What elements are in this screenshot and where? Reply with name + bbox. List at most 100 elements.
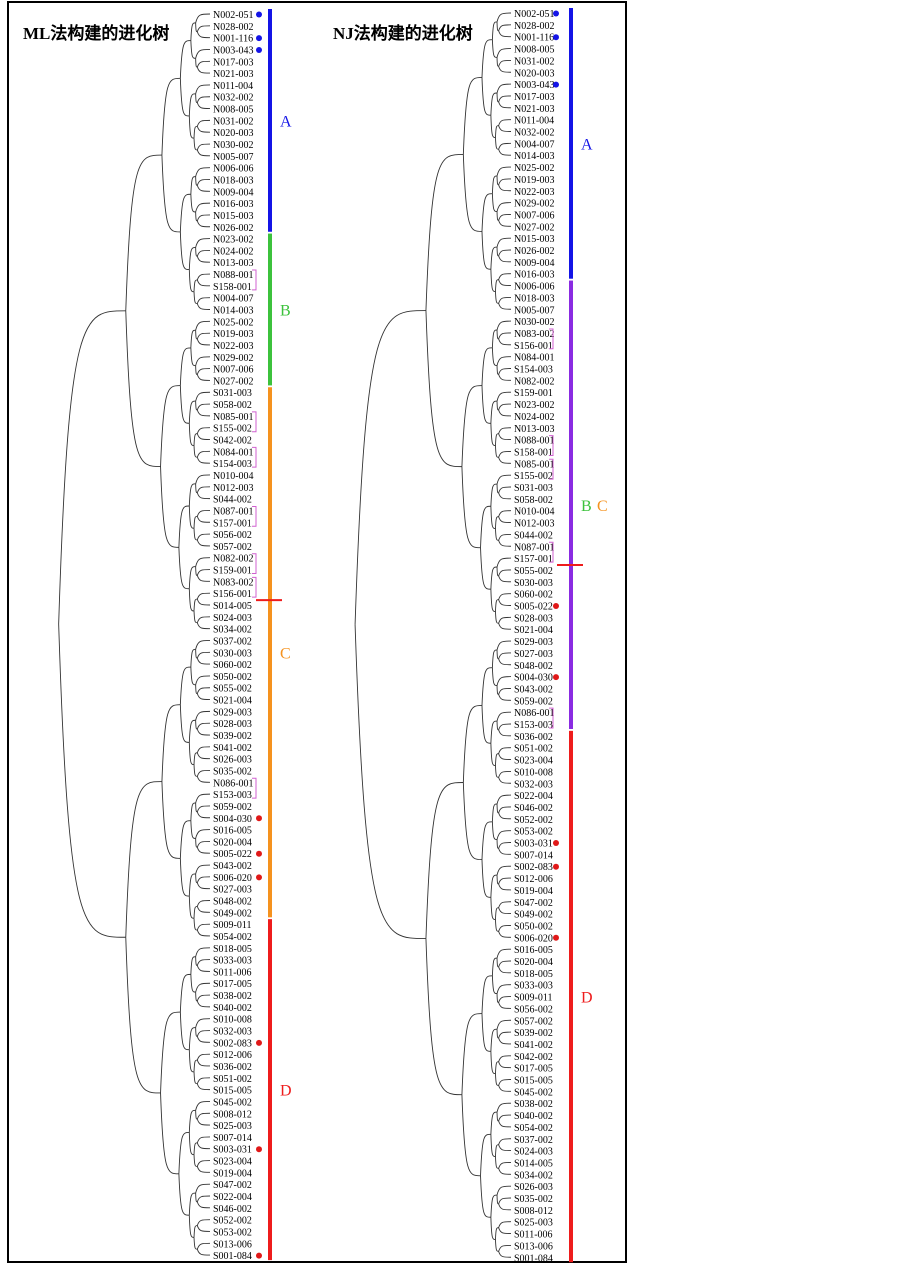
nj-branch: [498, 1251, 512, 1258]
ml-branch: [196, 622, 211, 630]
ml-leaf-label: N086-001: [213, 778, 254, 789]
nj-branch: [498, 616, 512, 624]
nj-leaf-label: N009-004: [514, 258, 555, 269]
ml-leaf-label: S053-002: [213, 1227, 252, 1238]
ml-branch: [196, 143, 211, 151]
nj-leaf-label: S044-002: [514, 530, 553, 541]
nj-branch: [481, 705, 491, 744]
nj-tree: N002-051N028-002N001-116N008-005N031-002…: [354, 8, 608, 1264]
ml-branch: [196, 1136, 211, 1143]
ml-red-dot: [256, 1039, 262, 1046]
nj-branch: [354, 310, 426, 625]
ml-red-dot: [256, 1146, 262, 1153]
nj-leaf-label: S011-006: [514, 1230, 553, 1241]
ml-branch: [196, 693, 211, 701]
nj-leaf-label: S046-002: [514, 803, 553, 814]
ml-branch: [190, 22, 196, 41]
ml-branch: [188, 93, 196, 116]
ml-red-dot: [256, 874, 262, 881]
nj-branch: [490, 720, 498, 744]
ml-leaf-label: S031-003: [213, 388, 252, 399]
nj-red-dot: [553, 934, 559, 941]
nj-leaf-label: N003-043: [514, 80, 555, 91]
ml-leaf-label: S050-002: [213, 672, 252, 683]
nj-branch: [481, 77, 491, 116]
nj-branch: [491, 21, 498, 40]
ml-pair-bracket: [252, 269, 257, 291]
ml-leaf-label: S056-002: [213, 530, 252, 541]
ml-branch: [196, 651, 211, 659]
nj-branch: [498, 119, 512, 126]
ml-leaf-label: N025-002: [213, 317, 254, 328]
nj-leaf-label: S038-002: [514, 1099, 553, 1110]
ml-leaf-label: S154-003: [213, 459, 252, 470]
ml-branch: [190, 802, 196, 821]
ml-leaf-label: N003-043: [213, 45, 254, 56]
ml-leaf-label: N011-004: [213, 81, 253, 92]
ml-leaf-label: S044-002: [213, 495, 252, 506]
ml-branch: [125, 310, 161, 467]
nj-pair-bracket: [549, 458, 554, 480]
nj-branch: [498, 753, 512, 760]
ml-branch: [160, 1011, 181, 1093]
nj-branch: [498, 492, 512, 500]
nj-leaf-label: N018-003: [514, 293, 555, 304]
ml-leaf-label: N026-002: [213, 223, 254, 234]
ml-leaf-label: S032-003: [213, 1027, 252, 1038]
nj-branch: [496, 166, 512, 177]
ml-branch: [178, 1132, 190, 1174]
nj-leaf-label: S034-002: [514, 1170, 553, 1181]
ml-leaf-label: S030-003: [213, 648, 252, 659]
nj-branch: [498, 296, 512, 304]
nj-leaf-label: S026-003: [514, 1182, 553, 1193]
nj-branch: [498, 1055, 512, 1062]
nj-branch: [496, 320, 512, 331]
nj-branch: [462, 782, 482, 860]
ml-branch: [196, 273, 211, 281]
ml-leaf-label: S010-008: [213, 1015, 252, 1026]
nj-leaf-label: N025-002: [514, 163, 555, 174]
nj-branch: [496, 57, 499, 67]
nj-leaf-label: S005-022: [514, 602, 553, 613]
ml-branch: [161, 781, 181, 859]
ml-leaf-label: S002-083: [213, 1038, 252, 1049]
ml-branch: [188, 1132, 195, 1156]
nj-leaf-label: S156-001: [514, 341, 553, 352]
ml-branch: [195, 391, 211, 402]
ml-leaf-label: N009-004: [213, 187, 254, 198]
nj-branch: [498, 996, 512, 1003]
nj-branch: [498, 1162, 512, 1169]
ml-branch: [179, 820, 191, 859]
ml-branch: [196, 1242, 211, 1250]
nj-branch: [498, 184, 512, 192]
ml-branch: [195, 1100, 211, 1111]
nj-branch: [490, 1051, 496, 1075]
ml-leaf-label: S025-003: [213, 1121, 252, 1132]
nj-branch: [425, 154, 464, 311]
ml-branch: [190, 40, 196, 59]
nj-leaf-label: N028-002: [514, 21, 555, 32]
ml-leaf-label: S035-002: [213, 766, 252, 777]
ml-branch: [196, 687, 211, 694]
nj-branch: [498, 1031, 512, 1039]
nj-leaf-label: N023-002: [514, 400, 555, 411]
ml-leaf-label: N008-005: [213, 105, 254, 116]
nj-branch: [498, 338, 512, 346]
nj-leaf-label: S055-002: [514, 566, 553, 577]
nj-leaf-label: N013-003: [514, 424, 555, 435]
ml-branch: [196, 149, 211, 157]
nj-branch: [496, 12, 512, 22]
ml-leaf-label: S157-001: [213, 518, 252, 529]
ml-branch: [196, 1000, 211, 1008]
ml-branch: [196, 338, 211, 346]
ml-clade-label: C: [280, 645, 291, 662]
ml-leaf-label: S005-022: [213, 849, 252, 860]
nj-branch: [495, 599, 499, 612]
ml-leaf-label: S026-003: [213, 755, 252, 766]
nj-leaf-label: N006-006: [514, 282, 555, 293]
nj-branch: [490, 1194, 498, 1218]
ml-branch: [195, 13, 211, 23]
ml-leaf-label: N022-003: [213, 341, 254, 352]
ml-branch: [179, 666, 191, 705]
ml-branch: [196, 450, 211, 458]
